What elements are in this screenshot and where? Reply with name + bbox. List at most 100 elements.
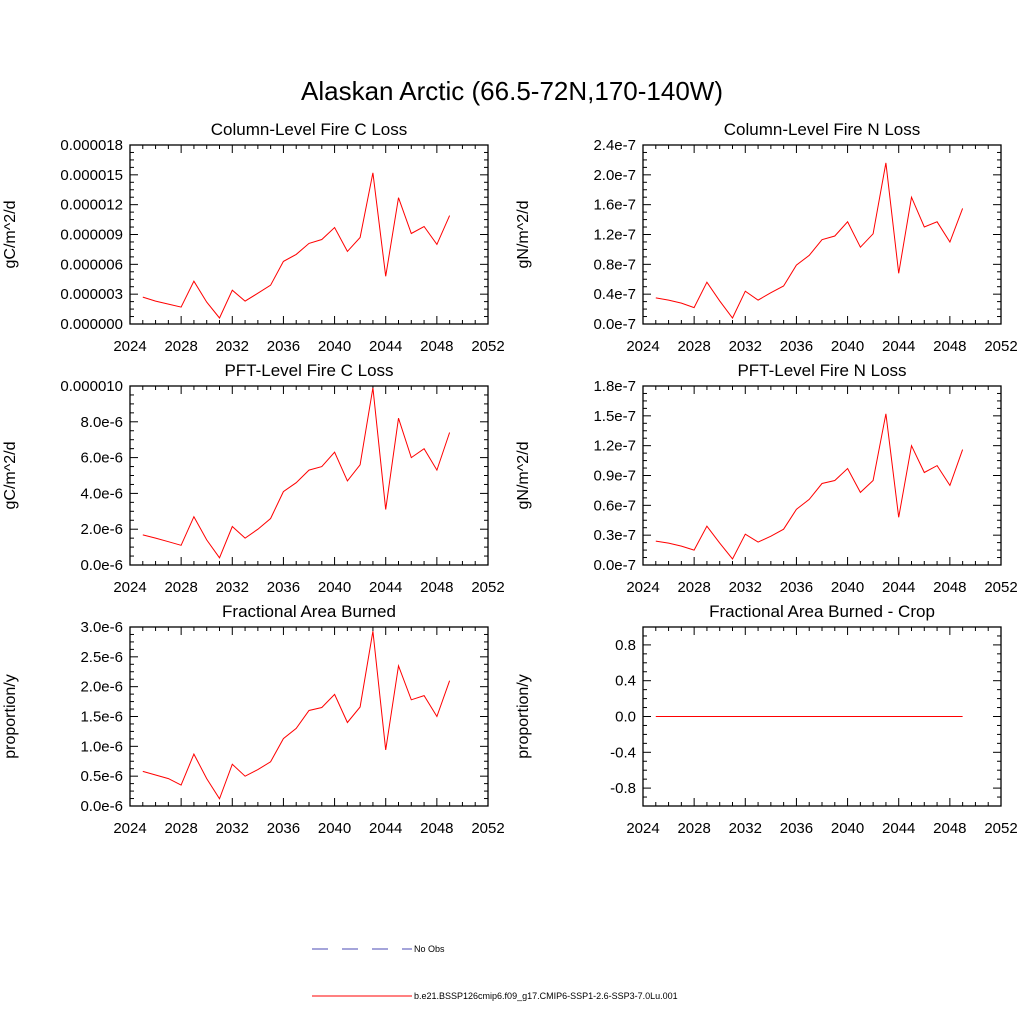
x-tick-label: 2036 bbox=[267, 579, 300, 596]
series-line-model bbox=[655, 162, 964, 319]
panel-title: Column-Level Fire N Loss bbox=[724, 120, 921, 139]
y-tick-label: 0.0 bbox=[615, 709, 636, 726]
y-axis-label: gC/m^2/d bbox=[2, 201, 19, 269]
plot-frame bbox=[642, 144, 1002, 325]
panel-6: Fractional Area Burned - Crop proportion/… bbox=[515, 602, 1018, 837]
y-tick-label: 0.4e-7 bbox=[593, 286, 636, 303]
y-axis-label: gC/m^2/d bbox=[2, 442, 19, 510]
x-tick-label: 2024 bbox=[113, 338, 146, 355]
y-tick-label: 0.0e-6 bbox=[80, 798, 123, 815]
x-tick-label: 2032 bbox=[729, 338, 762, 355]
y-tick-label: 2.0e-7 bbox=[593, 167, 636, 184]
x-tick-label: 2024 bbox=[626, 579, 659, 596]
y-tick-label: 1.2e-7 bbox=[593, 227, 636, 244]
panel-title: PFT-Level Fire N Loss bbox=[737, 361, 906, 380]
y-tick-label: -0.4 bbox=[610, 744, 636, 761]
x-tick-label: 2028 bbox=[164, 820, 197, 837]
y-tick-label: 3.0e-6 bbox=[80, 619, 123, 636]
plot-frame bbox=[129, 144, 489, 325]
x-tick-label: 2028 bbox=[677, 579, 710, 596]
x-tick-label: 2044 bbox=[369, 338, 402, 355]
y-tick-label: 8.0e-6 bbox=[80, 414, 123, 431]
x-tick-label: 2044 bbox=[369, 820, 402, 837]
y-tick-label: 0.000018 bbox=[60, 137, 123, 154]
x-tick-label: 2032 bbox=[729, 820, 762, 837]
y-axis-label: proportion/y bbox=[2, 674, 19, 759]
x-tick-label: 2032 bbox=[216, 338, 249, 355]
y-tick-label: 2.0e-6 bbox=[80, 679, 123, 696]
y-tick-label: 1.0e-6 bbox=[80, 738, 123, 755]
y-tick-label: 0.8e-7 bbox=[593, 256, 636, 273]
panel-3: PFT-Level Fire C Loss gC/m^2/d 2024 2028 203… bbox=[2, 361, 505, 596]
plot-frame bbox=[642, 385, 1002, 566]
y-tick-label: 0.0e-7 bbox=[593, 557, 636, 574]
x-tick-label: 2052 bbox=[984, 820, 1017, 837]
x-tick-label: 2036 bbox=[267, 338, 300, 355]
x-tick-label: 2040 bbox=[318, 579, 351, 596]
x-tick-label: 2052 bbox=[471, 579, 504, 596]
legend: No Obs b.e21.BSSP126cmip6.f09_g17.CMIP6-… bbox=[312, 944, 678, 1001]
y-tick-label: 0.0e-6 bbox=[80, 557, 123, 574]
y-tick-label: 0.3e-7 bbox=[593, 527, 636, 544]
series-line-model bbox=[142, 172, 451, 319]
x-tick-label: 2032 bbox=[216, 820, 249, 837]
y-tick-label: 0.5e-6 bbox=[80, 768, 123, 785]
y-tick-label: 4.0e-6 bbox=[80, 485, 123, 502]
x-tick-label: 2052 bbox=[984, 338, 1017, 355]
y-tick-label: 2.4e-7 bbox=[593, 137, 636, 154]
y-tick-label: 0.000003 bbox=[60, 286, 123, 303]
x-tick-label: 2044 bbox=[369, 579, 402, 596]
panel-1: Column-Level Fire C Loss gC/m^2/d 2024 2028… bbox=[2, 120, 505, 355]
x-tick-label: 2028 bbox=[164, 338, 197, 355]
y-tick-label: 0.000015 bbox=[60, 167, 123, 184]
y-tick-label: 0.000000 bbox=[60, 316, 123, 333]
x-tick-label: 2044 bbox=[882, 338, 915, 355]
series-line-model bbox=[142, 631, 451, 800]
x-tick-label: 2048 bbox=[933, 338, 966, 355]
y-tick-label: 0.6e-7 bbox=[593, 497, 636, 514]
y-tick-label: 1.2e-7 bbox=[593, 438, 636, 455]
x-tick-label: 2036 bbox=[780, 820, 813, 837]
x-tick-label: 2052 bbox=[471, 820, 504, 837]
y-tick-label: 2.0e-6 bbox=[80, 521, 123, 538]
x-tick-label: 2028 bbox=[677, 338, 710, 355]
panel-title: Fractional Area Burned - Crop bbox=[709, 602, 935, 621]
series-line-model bbox=[655, 413, 964, 560]
x-tick-label: 2048 bbox=[420, 338, 453, 355]
legend-model-label: b.e21.BSSP126cmip6.f09_g17.CMIP6-SSP1-2.… bbox=[414, 991, 678, 1001]
x-tick-label: 2024 bbox=[113, 579, 146, 596]
panel-2: Column-Level Fire N Loss gN/m^2/d 2024 2028… bbox=[515, 120, 1018, 355]
x-tick-label: 2044 bbox=[882, 579, 915, 596]
y-tick-label: 1.6e-7 bbox=[593, 197, 636, 214]
x-tick-label: 2040 bbox=[831, 338, 864, 355]
legend-obs-label: No Obs bbox=[414, 944, 445, 954]
y-tick-label: 1.8e-7 bbox=[593, 378, 636, 395]
panel-title: Fractional Area Burned bbox=[222, 602, 396, 621]
x-tick-label: 2036 bbox=[780, 338, 813, 355]
x-tick-label: 2024 bbox=[626, 338, 659, 355]
x-tick-label: 2024 bbox=[626, 820, 659, 837]
y-tick-label: 1.5e-7 bbox=[593, 408, 636, 425]
x-tick-label: 2036 bbox=[780, 579, 813, 596]
panel-title: PFT-Level Fire C Loss bbox=[224, 361, 393, 380]
x-tick-label: 2036 bbox=[267, 820, 300, 837]
x-tick-label: 2032 bbox=[729, 579, 762, 596]
y-tick-label: 0.8 bbox=[615, 637, 636, 654]
series-line-model bbox=[142, 387, 451, 559]
y-tick-label: 0.000010 bbox=[60, 378, 123, 395]
panel-title: Column-Level Fire C Loss bbox=[211, 120, 408, 139]
plot-frame bbox=[129, 385, 489, 566]
y-axis-label: gN/m^2/d bbox=[515, 201, 532, 269]
y-tick-label: 2.5e-6 bbox=[80, 649, 123, 666]
y-tick-label: 0.9e-7 bbox=[593, 468, 636, 485]
x-tick-label: 2044 bbox=[882, 820, 915, 837]
y-tick-label: 0.0e-7 bbox=[593, 316, 636, 333]
x-tick-label: 2040 bbox=[831, 579, 864, 596]
y-axis-label: proportion/y bbox=[515, 674, 532, 759]
x-tick-label: 2028 bbox=[677, 820, 710, 837]
x-tick-label: 2052 bbox=[471, 338, 504, 355]
x-tick-label: 2048 bbox=[420, 820, 453, 837]
x-tick-label: 2032 bbox=[216, 579, 249, 596]
main-title: Alaskan Arctic (66.5-72N,170-140W) bbox=[301, 76, 723, 106]
